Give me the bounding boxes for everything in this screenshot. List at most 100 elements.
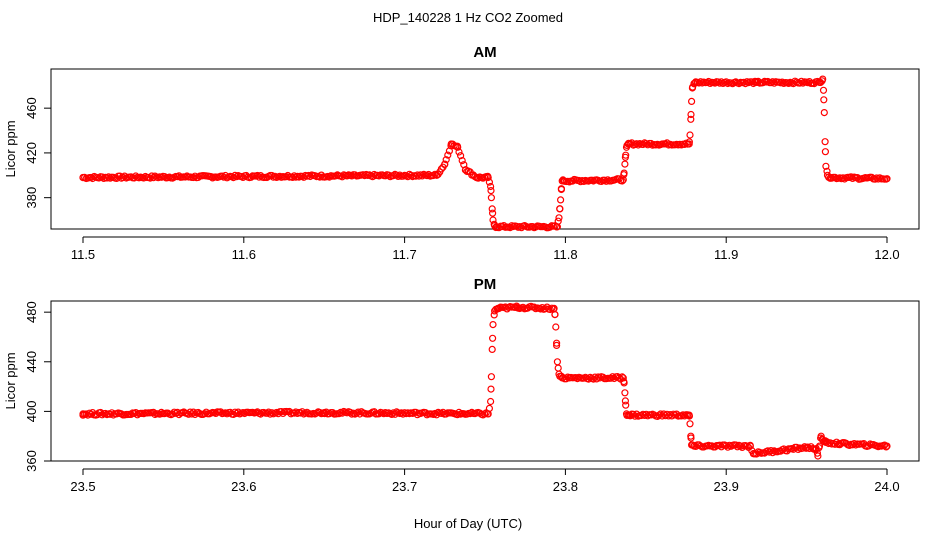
am-y-tick-label: 380 — [24, 187, 39, 209]
am-data-point — [458, 157, 466, 165]
pm-data-point — [608, 373, 617, 381]
pm-data-point — [489, 334, 497, 342]
pm-data-point — [484, 410, 492, 418]
pm-y-tick-label: 400 — [24, 401, 39, 423]
pm-data-point — [538, 304, 546, 312]
am-data-point — [491, 222, 499, 230]
am-data-point — [487, 194, 495, 202]
pm-data-point — [686, 420, 694, 428]
am-data-point — [175, 172, 183, 180]
am-x-tick-label: 11.7 — [392, 247, 416, 262]
am-data-point — [687, 110, 695, 119]
am-data-point — [722, 78, 730, 86]
pm-data-point — [626, 411, 634, 419]
am-data-point — [189, 173, 197, 182]
am-data-point — [506, 224, 514, 232]
pm-panel-title: PM — [474, 276, 497, 293]
am-data-point — [487, 187, 495, 195]
pm-data-point — [768, 449, 777, 457]
am-data-point — [489, 209, 497, 217]
am-data-point — [799, 79, 807, 87]
pm-data-point — [622, 410, 631, 418]
pm-x-tick-label: 23.8 — [553, 479, 578, 494]
pm-x-tick-label: 23.7 — [392, 479, 417, 494]
am-data-point — [560, 177, 568, 185]
pm-data-point — [188, 410, 196, 418]
pm-plot-frame — [50, 300, 920, 462]
am-data-point — [338, 173, 346, 181]
am-panel: AM Licor ppm 11.5 11.6 11.7 11.8 11.9 12.0 380… — [3, 44, 920, 262]
am-data-point — [622, 151, 630, 159]
am-data-point — [462, 166, 470, 174]
pm-data-point — [551, 311, 559, 319]
am-data-point — [820, 108, 828, 117]
pm-data-point — [584, 375, 593, 383]
am-data-point — [831, 173, 839, 181]
am-data-point — [447, 140, 455, 148]
am-data-point — [555, 214, 563, 222]
pm-y-tick-label: 480 — [24, 301, 39, 323]
am-data-point — [597, 177, 606, 185]
pm-data-point — [621, 397, 630, 405]
am-x-tick-label: 12.0 — [874, 247, 899, 262]
pm-data-point — [621, 389, 629, 397]
pm-data-point — [487, 397, 495, 406]
am-data-point — [487, 182, 495, 191]
am-data-point — [161, 173, 169, 181]
x-axis-label: Hour of Day (UTC) — [414, 516, 522, 531]
am-data-point — [688, 84, 697, 92]
am-data-point — [104, 173, 113, 181]
am-y-axis-label: Licor ppm — [3, 120, 18, 177]
am-x-tick-label: 11.6 — [232, 247, 256, 262]
am-data-point — [485, 178, 493, 186]
am-x-tick-label: 11.8 — [553, 247, 577, 262]
pm-data-point — [79, 410, 87, 418]
am-data-point — [797, 77, 806, 85]
am-data-point — [620, 169, 628, 177]
pm-data-point — [338, 409, 346, 417]
pm-data-point — [685, 411, 693, 419]
am-data-point — [717, 78, 726, 86]
pm-data-point — [455, 408, 463, 416]
am-x-tick-label: 11.9 — [714, 247, 738, 262]
am-data-point — [556, 205, 564, 213]
am-data-point — [642, 140, 650, 148]
am-data-point — [488, 205, 496, 213]
am-data-point — [819, 75, 827, 83]
pm-y-axis-label: Licor ppm — [3, 352, 18, 409]
am-data-point — [634, 141, 642, 149]
am-data-point — [492, 223, 500, 231]
am-data-point — [619, 176, 627, 184]
pm-data-point — [794, 445, 802, 453]
am-data-point — [690, 79, 698, 88]
pm-data-point — [82, 410, 90, 418]
pm-data-point — [320, 409, 328, 417]
am-data-point — [753, 78, 761, 87]
am-y-tick-label: 420 — [24, 142, 39, 164]
pm-data-point — [552, 341, 561, 349]
pm-data-point — [607, 374, 615, 382]
figure-title: HDP_140228 1 Hz CO2 Zoomed — [373, 10, 563, 25]
am-data-point — [711, 79, 719, 87]
pm-data-point — [354, 408, 362, 416]
pm-data-point — [554, 364, 562, 372]
am-data-point — [624, 140, 632, 148]
am-data-point — [621, 160, 629, 168]
pm-y-tick-label: 360 — [24, 450, 39, 472]
am-data-point — [418, 172, 426, 180]
am-data-point — [876, 174, 884, 182]
am-data-point — [618, 177, 626, 185]
am-data-point — [247, 173, 255, 181]
pm-data-point — [487, 385, 495, 393]
am-data-point — [820, 96, 828, 104]
pm-data-point — [546, 305, 554, 314]
am-data-point — [442, 156, 450, 164]
pm-y-tick-label: 440 — [24, 351, 39, 373]
pm-data-point — [687, 432, 695, 440]
pm-axes: 23.5 23.6 23.7 23.8 23.9 24.0 360 400 440 480 — [24, 301, 900, 494]
pm-data-point — [883, 442, 891, 450]
am-data-point — [455, 148, 463, 156]
am-data-point — [741, 79, 750, 88]
am-panel-title: AM — [473, 44, 496, 61]
